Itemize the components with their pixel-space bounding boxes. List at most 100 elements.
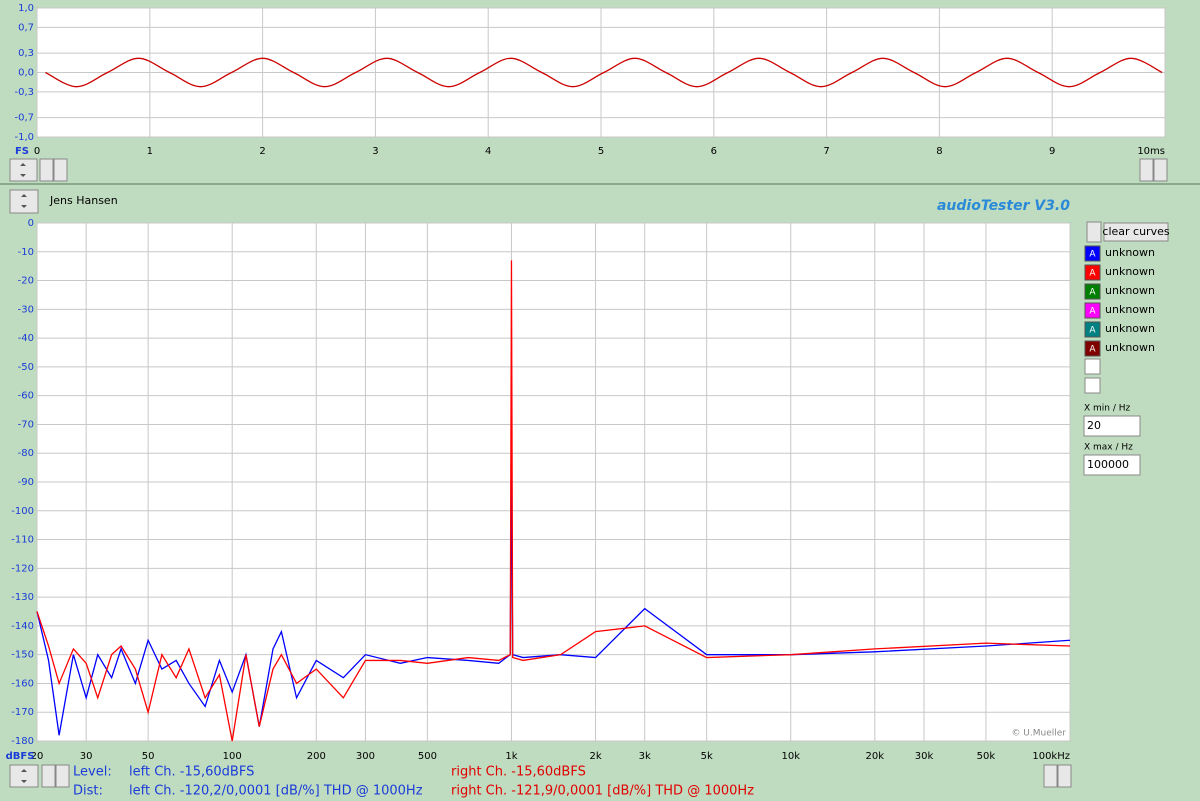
legend-letter: A [1089, 250, 1096, 260]
scroll-left[interactable] [1139, 158, 1154, 182]
y-tick-label: 0 [28, 218, 34, 229]
legend-text: unknown [1105, 246, 1155, 259]
series-line [36, 453, 1071, 736]
scroll-left[interactable] [39, 158, 54, 182]
spin-button[interactable] [9, 764, 39, 788]
y-tick-label: -90 [18, 477, 34, 488]
y-tick-label: -0,3 [14, 87, 34, 98]
series-line [45, 57, 1163, 88]
x-tick-label: 6 [711, 146, 717, 157]
scroll-left[interactable] [1043, 764, 1058, 788]
x-tick-label: 5 [598, 146, 604, 157]
x-tick-label: 100kHz [1032, 751, 1070, 762]
scroll-right[interactable] [53, 158, 68, 182]
dist-left: left Ch. -120,2/0,0001 [dB/%] THD @ 1000… [129, 784, 423, 799]
scroll-left[interactable] [41, 764, 56, 788]
y-tick-label: -80 [18, 448, 34, 459]
x-tick-label: 50 [142, 751, 155, 762]
app-title: audioTester V3.0 [937, 198, 1070, 214]
x-tick-label: 300 [356, 751, 375, 762]
x-tick-label: 8 [936, 146, 942, 157]
x-max-label: X max / Hz [1084, 443, 1133, 453]
x-tick-label: 30 [80, 751, 93, 762]
y-tick-label: -160 [11, 678, 34, 689]
x-tick-label: 5k [701, 751, 713, 762]
legend-swatch [1084, 321, 1101, 338]
legend-text: unknown [1105, 265, 1155, 278]
scroll-right[interactable] [1057, 764, 1072, 788]
y-tick-label: 0,3 [18, 48, 34, 59]
y-tick-label: -20 [18, 276, 34, 287]
y-tick-label: 0,0 [18, 68, 34, 79]
dist-label: Dist: [73, 784, 103, 799]
scroll-right[interactable] [55, 764, 70, 788]
x-tick-label: 2 [259, 146, 265, 157]
x-tick-label: 10ms [1137, 146, 1165, 157]
legend-letter: A [1089, 288, 1096, 298]
y-axis-label: dBFS [6, 751, 35, 762]
scroll-right[interactable] [1153, 158, 1168, 182]
x-tick-label: 500 [418, 751, 437, 762]
y-tick-label: -0,7 [14, 113, 34, 124]
scroll-buttons[interactable] [9, 158, 1169, 788]
y-tick-label: -150 [11, 650, 34, 661]
y-tick-label: -120 [11, 563, 34, 574]
y-tick-label: -40 [18, 333, 34, 344]
spin-button[interactable] [9, 158, 38, 182]
x-tick-label: 30k [915, 751, 934, 762]
x-tick-label: 4 [485, 146, 491, 157]
x-min-value[interactable]: 20 [1087, 419, 1101, 432]
x-max-input[interactable] [1083, 454, 1141, 476]
y-tick-label: -30 [18, 304, 34, 315]
x-tick-label: 1k [505, 751, 517, 762]
level-left: left Ch. -15,60dBFS [129, 765, 254, 780]
y-tick-label: -10 [18, 247, 34, 258]
x-max-value[interactable]: 100000 [1087, 458, 1129, 471]
x-tick-label: 7 [823, 146, 829, 157]
legend-swatch [1084, 340, 1101, 357]
y-tick-label: -100 [11, 506, 34, 517]
dist-right: right Ch. -121,9/0,0001 [dB/%] THD @ 100… [451, 784, 754, 799]
icon [21, 194, 27, 208]
checkbox[interactable] [1084, 377, 1101, 394]
legend-swatch [1084, 245, 1101, 262]
x-tick-label: 200 [307, 751, 326, 762]
x-tick-label: 50k [977, 751, 996, 762]
y-tick-label: -180 [11, 736, 34, 747]
legend-text: unknown [1105, 322, 1155, 335]
legend-letter: A [1089, 269, 1096, 279]
y-tick-label: -170 [11, 707, 34, 718]
y-axis-label: FS [15, 146, 29, 157]
y-tick-label: -60 [18, 391, 34, 402]
x-tick-label: 1 [147, 146, 153, 157]
y-tick-label: -130 [11, 592, 34, 603]
checkbox[interactable] [1084, 358, 1101, 375]
y-tick-label: -110 [11, 535, 34, 546]
x-tick-label: 100 [223, 751, 242, 762]
y-tick-label: 0,7 [18, 22, 34, 33]
level-right: right Ch. -15,60dBFS [451, 765, 586, 780]
legend-text: unknown [1105, 303, 1155, 316]
legend-swatch [1084, 302, 1101, 319]
copyright: © U.Mueller [1011, 729, 1066, 739]
author: Jens Hansen [49, 194, 118, 207]
x-tick-label: 9 [1049, 146, 1055, 157]
y-tick-label: -140 [11, 621, 34, 632]
y-tick-label: 1,0 [18, 3, 34, 14]
y-tick-label: -70 [18, 419, 34, 430]
icon [21, 769, 27, 783]
legend-letter: A [1089, 307, 1096, 317]
x-tick-label: 3 [372, 146, 378, 157]
clear-curves-button[interactable] [1103, 222, 1169, 242]
x-tick-label: 2k [589, 751, 601, 762]
icon [20, 163, 26, 177]
y-tick-label: -50 [18, 362, 34, 373]
spin-button[interactable] [9, 189, 39, 214]
legend-text: unknown [1105, 284, 1155, 297]
spin-button[interactable] [1086, 221, 1102, 243]
x-min-input[interactable] [1083, 415, 1141, 437]
x-tick-label: 0 [34, 146, 40, 157]
clear-curves-label[interactable]: clear curves [1102, 225, 1169, 238]
y-tick-label: -1,0 [14, 132, 34, 143]
